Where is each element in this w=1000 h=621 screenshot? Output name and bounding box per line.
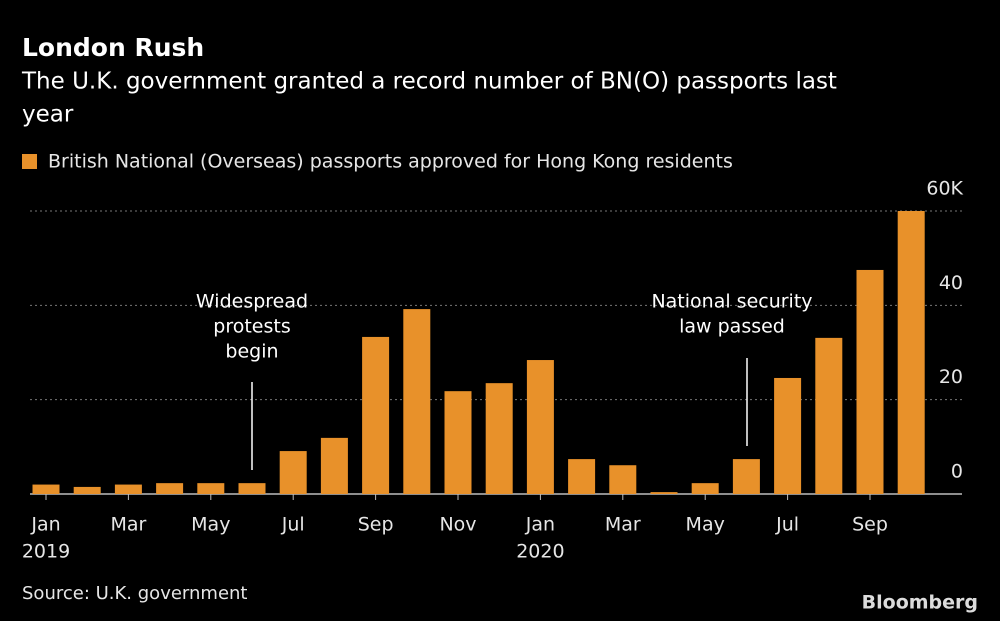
bar (897, 211, 925, 494)
bar (650, 492, 678, 494)
x-tick-label: Nov (439, 514, 476, 536)
brand: Bloomberg (862, 592, 978, 614)
y-tick-label: 0 (951, 461, 963, 483)
bar (856, 269, 884, 494)
bar (362, 336, 390, 494)
x-tick-label: Jul (281, 514, 305, 536)
x-tick-label: Sep (358, 514, 394, 536)
bar (609, 465, 637, 494)
x-tick-label: Sep (852, 514, 888, 536)
annotation: National security (651, 291, 812, 313)
x-tick-label: Jan (525, 514, 555, 536)
chart-subtitle: year (22, 102, 74, 128)
bar (403, 309, 431, 494)
bar (32, 484, 60, 494)
bar (774, 377, 802, 494)
bar (114, 484, 142, 494)
bar (444, 391, 472, 494)
bar (197, 483, 225, 494)
bar (485, 383, 513, 494)
x-tick-label: Mar (605, 514, 641, 536)
chart-title: London Rush (22, 33, 204, 62)
annotation: Widespread (196, 291, 308, 313)
legend-swatch (22, 154, 37, 169)
x-tick-label: May (191, 514, 230, 536)
bar (238, 483, 266, 494)
bar (691, 483, 719, 494)
bar (279, 451, 307, 494)
y-tick-label: 20 (939, 366, 963, 388)
source: Source: U.K. government (22, 583, 247, 604)
bar (73, 486, 101, 494)
y-tick-label: 40 (939, 272, 963, 294)
bar (568, 459, 596, 494)
x-tick-label: Mar (110, 514, 146, 536)
x-tick-label: Jan (30, 514, 60, 536)
x-tick-label: Jul (775, 514, 799, 536)
x-tick-label: May (686, 514, 725, 536)
bar (815, 337, 843, 494)
bar (526, 360, 554, 494)
x-year-label: 2019 (22, 541, 70, 563)
chart-subtitle: The U.K. government granted a record num… (21, 69, 837, 95)
legend-label: British National (Overseas) passports ap… (48, 151, 733, 173)
bar (156, 483, 184, 494)
annotation: begin (225, 341, 278, 363)
y-tick-label: 60K (926, 178, 963, 200)
bar (732, 459, 760, 494)
annotation: law passed (679, 316, 785, 338)
bar (320, 437, 348, 494)
x-year-label: 2020 (516, 541, 564, 563)
annotation: protests (213, 316, 290, 338)
